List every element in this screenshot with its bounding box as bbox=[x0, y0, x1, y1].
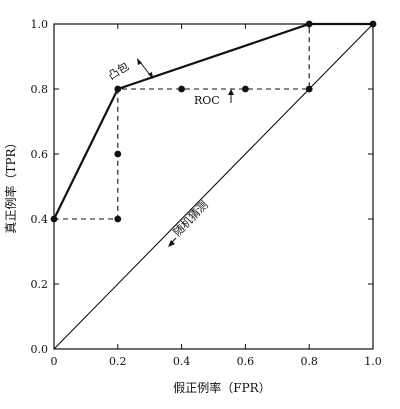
convex-hull-arrowhead-bottom bbox=[148, 72, 153, 79]
random-guess-label: 随机猜测 bbox=[170, 198, 211, 239]
y-tick-label: 0.0 bbox=[31, 343, 49, 356]
marker-layer bbox=[50, 20, 377, 223]
x-tick-label: 0.6 bbox=[237, 355, 255, 368]
convex-hull-arrowhead-top bbox=[137, 58, 142, 65]
convex-hull-line bbox=[53, 22, 373, 220]
data-point-marker bbox=[114, 85, 122, 93]
y-tick-label: 0.4 bbox=[31, 213, 49, 226]
x-tick-label: 1.0 bbox=[364, 355, 382, 368]
y-tick-label: 0.2 bbox=[31, 278, 49, 291]
y-tick-label: 0.8 bbox=[31, 83, 49, 96]
y-axis-title: 真正例率（TPR） bbox=[3, 136, 18, 233]
x-tick-label: 0.2 bbox=[109, 355, 127, 368]
plot-border bbox=[53, 23, 374, 350]
data-point-marker bbox=[114, 150, 122, 158]
x-axis-title: 假正例率（FPR） bbox=[173, 380, 270, 395]
x-tick-label: 0 bbox=[51, 355, 58, 368]
data-point-marker bbox=[178, 85, 186, 93]
x-tick-label: 0.4 bbox=[173, 355, 191, 368]
roc-curve-line bbox=[54, 23, 373, 220]
y-tick-label: 1.0 bbox=[31, 18, 49, 31]
random-guess-line bbox=[53, 23, 374, 350]
roc-label: ROC bbox=[194, 94, 220, 107]
data-point-marker bbox=[114, 215, 122, 223]
convex-hull-label: 凸包 bbox=[106, 60, 132, 83]
random-guess-arrowhead bbox=[168, 240, 175, 247]
plot-frame bbox=[53, 23, 374, 350]
x-tick-label: 0.8 bbox=[300, 355, 318, 368]
data-point-marker bbox=[305, 85, 313, 93]
y-tick-label: 0.6 bbox=[31, 148, 49, 161]
convex-hull-arrow bbox=[139, 61, 151, 76]
series-layer bbox=[53, 22, 374, 350]
tick-layer: 0 0.2 0.4 0.6 0.8 1.0 0.0 0.2 0.4 0.6 0.8 1.0 bbox=[31, 18, 382, 368]
roc-arrowhead bbox=[228, 89, 234, 95]
data-point-marker bbox=[242, 85, 249, 93]
